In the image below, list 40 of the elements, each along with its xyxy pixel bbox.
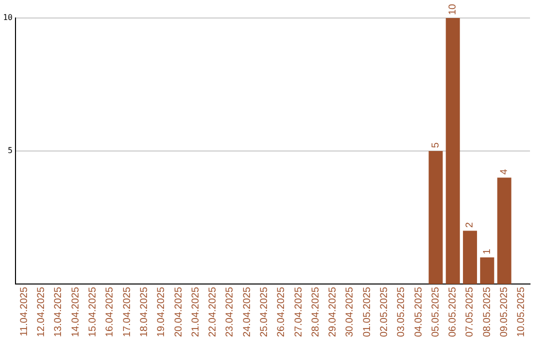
x-tick-label: 17.04.2025 [122, 286, 133, 338]
x-tick-label: 10.05.2025 [516, 286, 528, 338]
data-label: 4 [499, 168, 510, 175]
bar [462, 230, 478, 284]
x-tick-label: 07.05.2025 [464, 286, 476, 338]
bar [428, 150, 443, 284]
x-tick-label: 01.05.2025 [362, 286, 373, 338]
x-tick-label: 03.05.2025 [396, 286, 408, 338]
x-tick-label: 15.04.2025 [88, 286, 99, 338]
x-tick-label: 12.04.2025 [36, 286, 48, 338]
bar [480, 257, 494, 284]
bar [446, 18, 460, 284]
x-tick-label: 04.05.2025 [413, 286, 424, 338]
x-tick-label: 26.04.2025 [276, 286, 288, 338]
x-tick-label: 05.05.2025 [430, 286, 442, 338]
data-label: 2 [464, 222, 476, 228]
x-tick-label: 19.04.2025 [156, 286, 168, 338]
x-tick-label: 28.04.2025 [310, 286, 322, 338]
x-tick-label: 29.04.2025 [328, 286, 339, 338]
x-tick-label: 08.05.2025 [482, 286, 493, 338]
x-tick-label: 30.04.2025 [344, 286, 356, 338]
x-tick-label: 22.04.2025 [208, 286, 219, 338]
x-tick-label: 06.05.2025 [448, 286, 459, 338]
data-label: 10 [448, 3, 459, 15]
x-tick-label: 14.04.2025 [70, 286, 82, 338]
data-label: 5 [430, 142, 442, 148]
x-tick-label: 13.04.2025 [53, 286, 64, 338]
x-tick-label: 27.04.2025 [293, 286, 304, 338]
x-tick-label: 25.04.2025 [258, 286, 270, 338]
x-tick-label: 21.04.2025 [190, 286, 202, 338]
x-tick-label: 23.04.2025 [224, 286, 236, 338]
x-tick-label: 09.05.2025 [499, 286, 510, 338]
bar [497, 178, 512, 284]
x-tick-label: 16.04.2025 [104, 286, 116, 338]
x-tick-label: 24.04.2025 [242, 286, 253, 338]
x-tick-label: 11.04.2025 [18, 286, 30, 336]
x-tick-label: 18.04.2025 [138, 286, 150, 338]
data-label: 1 [482, 248, 493, 254]
x-tick-label: 20.04.2025 [173, 286, 184, 338]
x-tick-label: 02.05.2025 [379, 286, 390, 338]
